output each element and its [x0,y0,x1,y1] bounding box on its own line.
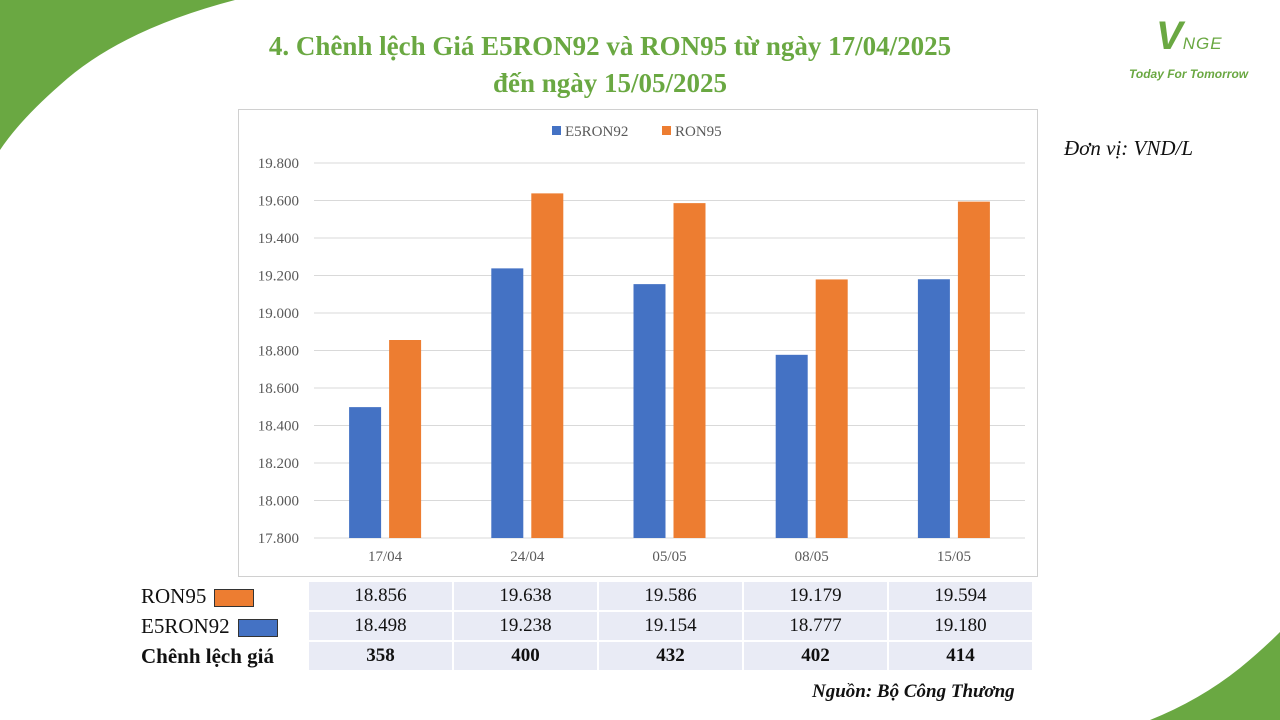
bottom-right-leaf-shape [1150,632,1280,720]
y-tick-label: 18.200 [258,456,299,472]
y-tick-label: 18.400 [258,419,299,435]
source-note: Nguồn: Bộ Công Thương [812,681,1015,702]
x-tick-label: 24/04 [510,549,545,565]
x-tick-label: 05/05 [652,549,686,565]
bar-chart: 17.800 18.000 18.200 18.400 18.600 18.800 19.0… [258,124,1025,565]
chart-container: 17.800 18.000 18.200 18.400 18.600 18.800 19.0… [238,109,1038,577]
y-tick-label: 19.800 [258,156,299,172]
y-tick-label: 18.800 [258,344,299,360]
table-cell: 358 [307,640,454,672]
table-cell: 18.777 [742,610,889,642]
table-row: E5RON92 18.498 19.238 19.154 18.777 19.180 [137,610,1034,642]
y-tick-label: 18.000 [258,494,299,510]
bar-ron95-15-05 [957,201,990,538]
table-cell: 414 [887,640,1034,672]
title-line-1: 4. Chênh lệch Giá E5RON92 và RON95 từ ng… [268,31,952,61]
table-row: Chênh lệch giá 358 400 432 402 414 [137,640,1034,672]
table-cell: 19.238 [452,610,599,642]
table-cell: 19.180 [887,610,1034,642]
table-row: RON95 18.856 19.638 19.586 19.179 19.594 [137,580,1034,612]
table-cell: 19.154 [597,610,744,642]
bar-e5ron92-24-04 [491,268,524,538]
bar-e5ron92-05-05 [633,284,666,538]
table-cell: 18.498 [307,610,454,642]
page-title: 4. Chênh lệch Giá E5RON92 và RON95 từ ng… [180,28,1040,102]
table-cell: 19.594 [887,580,1034,612]
unit-label: Đơn vị: VND/L [1064,136,1194,160]
y-tick-label: 19.600 [258,194,299,210]
logo-letter-v: V [1156,14,1183,58]
table-cell: 432 [597,640,744,672]
table-cell: 18.856 [307,580,454,612]
top-left-leaf-shape [0,0,235,150]
table-cell: 402 [742,640,889,672]
logo-mark: VNGE [1156,14,1223,59]
legend-label-e5ron92: E5RON92 [565,124,628,140]
legend-label-ron95: RON95 [675,124,722,140]
table-cell: 19.179 [742,580,889,612]
table-cell: 19.638 [452,580,599,612]
logo-letters: NGE [1182,34,1223,53]
company-logo: VNGE Today For Tomorrow [1126,14,1266,86]
row-label: Chênh lệch giá [137,640,309,672]
legend-swatch [237,618,278,637]
bar-e5ron92-17-04 [349,407,382,538]
y-tick-label: 17.800 [258,531,299,547]
x-tick-label: 08/05 [795,549,829,565]
x-tick-label: 15/05 [937,549,971,565]
bar-e5ron92-15-05 [917,279,950,538]
y-tick-label: 18.600 [258,381,299,397]
table-cell: 19.586 [597,580,744,612]
legend-swatch-ron95 [662,126,671,135]
row-label: RON95 [137,580,309,612]
table-cell: 400 [452,640,599,672]
logo-tagline: Today For Tomorrow [1129,67,1249,81]
bar-ron95-05-05 [673,203,706,538]
row-label: E5RON92 [137,610,309,642]
bar-e5ron92-08-05 [775,354,808,538]
title-line-2: đến ngày 15/05/2025 [492,68,728,98]
price-table: RON95 18.856 19.638 19.586 19.179 19.594 E5RON… [137,580,1034,672]
y-tick-label: 19.000 [258,306,299,322]
y-tick-label: 19.200 [258,269,299,285]
bar-ron95-17-04 [389,340,422,538]
bar-ron95-24-04 [531,193,564,538]
legend-swatch [214,588,255,607]
row-label-text: Chênh lệch giá [141,643,275,668]
y-tick-label: 19.400 [258,231,299,247]
row-label-text: RON95 [141,583,207,608]
row-label-text: E5RON92 [141,613,230,638]
x-tick-label: 17/04 [368,549,403,565]
legend-swatch-e5ron92 [552,126,561,135]
bar-ron95-08-05 [815,279,848,538]
